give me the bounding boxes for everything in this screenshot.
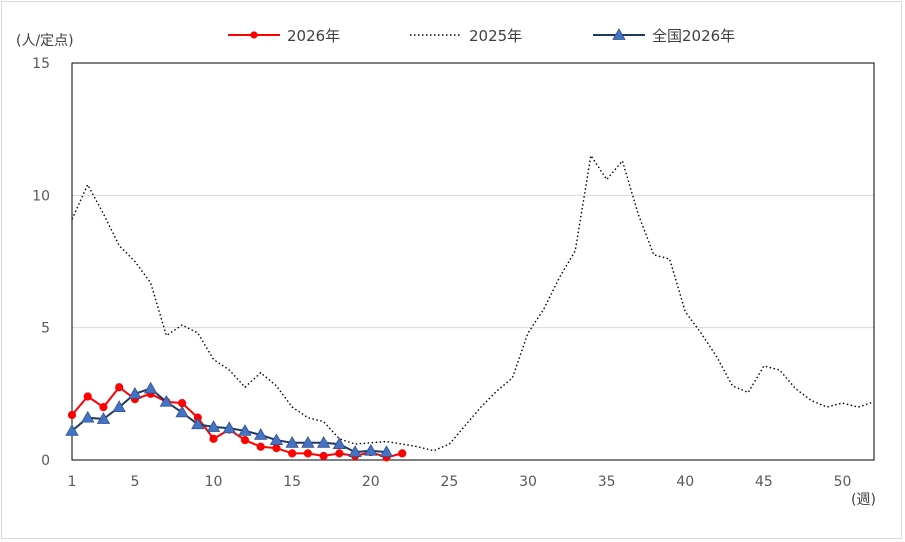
data-point	[254, 428, 268, 440]
x-tick-label-20: 20	[362, 474, 380, 490]
data-point	[81, 410, 95, 423]
data-point	[96, 412, 111, 424]
data-point	[379, 445, 394, 457]
data-point	[288, 449, 297, 458]
data-point	[319, 451, 328, 461]
data-point	[316, 435, 331, 448]
data-point	[285, 435, 299, 448]
x-tick-label-5: 5	[130, 474, 139, 490]
data-point	[67, 410, 77, 420]
data-point	[99, 402, 108, 412]
legend-label: 全国2026年	[652, 27, 735, 45]
data-point	[112, 400, 126, 412]
data-point	[272, 443, 281, 453]
data-point	[303, 449, 312, 458]
x-tick-label-40: 40	[676, 474, 694, 490]
legend-item-1: 2026年	[228, 27, 340, 45]
data-point	[332, 437, 347, 450]
x-tick-label-35: 35	[598, 474, 616, 490]
x-tick-label-10: 10	[205, 474, 223, 490]
x-tick-label-25: 25	[440, 474, 458, 490]
x-tick-label-15: 15	[283, 474, 301, 490]
x-tick-label-30: 30	[519, 474, 537, 490]
data-point	[143, 381, 158, 394]
grid-layer	[72, 194, 874, 329]
data-point	[159, 394, 174, 407]
data-point	[269, 433, 284, 446]
x-tick-label-50: 50	[834, 474, 852, 490]
data-point	[115, 383, 124, 392]
y-tick-label-0: 0	[41, 453, 50, 469]
legend-label: 2025年	[469, 27, 522, 45]
data-point	[191, 417, 205, 430]
y-axis-unit-label: (人/定点)	[16, 33, 74, 49]
x-tick-label-45: 45	[755, 474, 773, 490]
legend-marker	[612, 28, 626, 40]
legend-label: 2026年	[287, 27, 340, 45]
y-tick-label-15: 15	[32, 56, 50, 72]
y-tick-labels: 0 5 10 15	[32, 56, 50, 469]
data-point	[238, 424, 252, 436]
data-point	[175, 405, 189, 418]
x-tick-label-1: 1	[68, 474, 77, 490]
data-point	[209, 434, 218, 443]
x-axis-unit-label: (週)	[851, 492, 876, 508]
series-layer	[65, 153, 875, 462]
legend-item-2: 2025年	[410, 27, 522, 45]
data-point	[128, 387, 142, 399]
data-point	[301, 435, 315, 448]
series-line-1	[71, 385, 403, 459]
data-point	[240, 436, 250, 445]
data-point	[222, 421, 236, 434]
legend-item-3: 全国2026年	[593, 27, 735, 45]
data-point	[398, 449, 407, 458]
y-tick-label-5: 5	[41, 321, 50, 337]
data-point	[335, 449, 344, 458]
data-point	[83, 392, 92, 401]
legend: 2026年 2025年 全国2026年	[228, 27, 735, 45]
series-line-2	[71, 153, 875, 452]
y-tick-label-10: 10	[32, 188, 50, 204]
data-point	[364, 443, 378, 456]
data-point	[256, 442, 265, 451]
series-2	[71, 153, 875, 452]
x-tick-labels: 1 5 10 15 20 25 30 35 40 45 50	[68, 474, 852, 490]
legend-marker	[250, 31, 258, 39]
data-point	[206, 420, 221, 432]
series-3	[65, 381, 394, 457]
plot-area-border	[71, 62, 875, 461]
data-point	[65, 424, 79, 436]
data-point	[348, 445, 362, 457]
